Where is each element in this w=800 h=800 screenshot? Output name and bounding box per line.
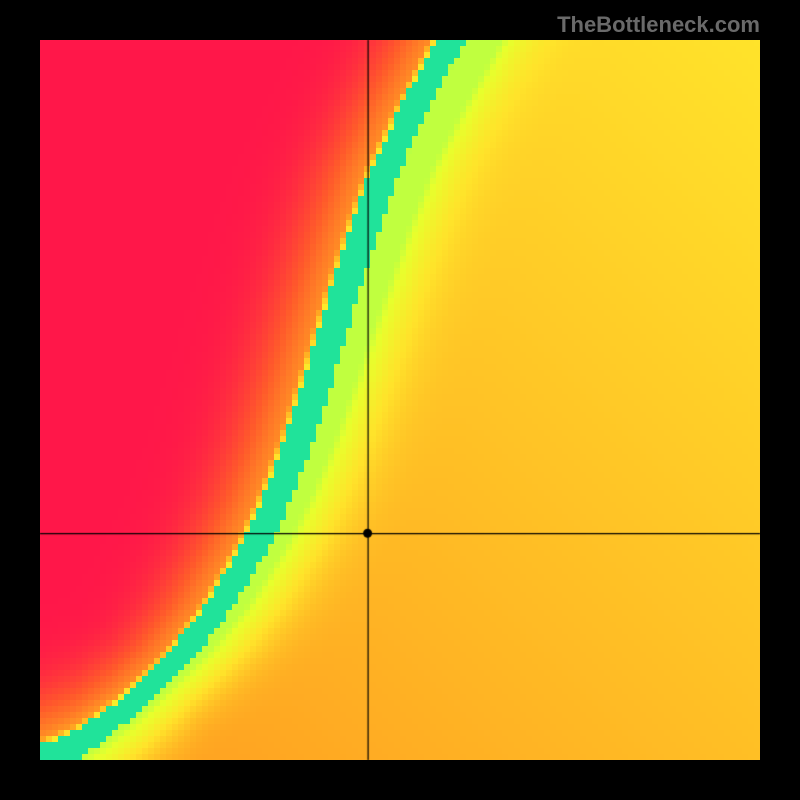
chart-stage: TheBottleneck.com xyxy=(0,0,800,800)
crosshair-overlay xyxy=(0,0,800,800)
source-watermark: TheBottleneck.com xyxy=(557,12,760,38)
